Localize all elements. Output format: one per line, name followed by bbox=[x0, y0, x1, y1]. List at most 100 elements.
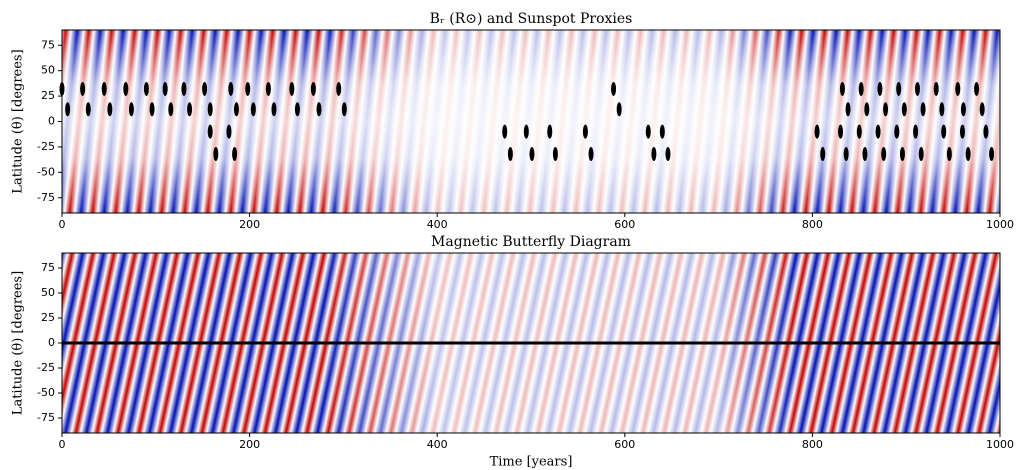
sunspot-point bbox=[939, 102, 945, 117]
equator-band bbox=[62, 341, 1000, 345]
x-tick-label: 800 bbox=[802, 438, 823, 451]
heatmap-fade bbox=[62, 30, 1000, 213]
x-tick-label: 1000 bbox=[986, 218, 1014, 231]
x-tick-label: 0 bbox=[59, 438, 66, 451]
sunspot-point bbox=[529, 147, 535, 162]
y-axis-label: Latitude (θ) [degrees] bbox=[11, 271, 26, 415]
x-tick-label: 800 bbox=[802, 218, 823, 231]
y-axis-label: Latitude (θ) [degrees] bbox=[11, 49, 26, 193]
sunspot-point bbox=[858, 81, 864, 96]
sunspot-point bbox=[168, 102, 174, 117]
x-tick-label: 1000 bbox=[986, 438, 1014, 451]
sunspot-point bbox=[894, 124, 900, 139]
sunspot-point bbox=[226, 124, 232, 139]
y-tick-label: 50 bbox=[41, 286, 55, 299]
sunspot-point bbox=[896, 81, 902, 96]
sunspot-point bbox=[877, 81, 883, 96]
sunspot-point bbox=[901, 102, 907, 117]
sunspot-point bbox=[101, 81, 107, 96]
sunspot-point bbox=[979, 102, 985, 117]
sunspot-point bbox=[507, 147, 513, 162]
sunspot-point bbox=[245, 81, 251, 96]
sunspot-point bbox=[502, 124, 508, 139]
sunspot-point bbox=[336, 81, 342, 96]
sunspot-point bbox=[181, 81, 187, 96]
sunspot-point bbox=[920, 102, 926, 117]
sunspot-point bbox=[65, 102, 71, 117]
sunspot-point bbox=[233, 102, 239, 117]
sunspot-point bbox=[989, 147, 995, 162]
sunspot-point bbox=[959, 124, 965, 139]
sunspot-point bbox=[294, 102, 300, 117]
sunspot-point bbox=[814, 124, 820, 139]
sunspot-point bbox=[913, 124, 919, 139]
sunspot-point bbox=[85, 102, 91, 117]
y-tick-label: -50 bbox=[37, 386, 55, 399]
sunspot-point bbox=[143, 81, 149, 96]
sunspot-point bbox=[250, 102, 256, 117]
sunspot-point bbox=[659, 124, 665, 139]
x-tick-label: 600 bbox=[614, 438, 635, 451]
sunspot-point bbox=[582, 124, 588, 139]
sunspot-point bbox=[862, 147, 868, 162]
sunspot-point bbox=[965, 147, 971, 162]
sunspot-point bbox=[123, 81, 129, 96]
y-tick-label: -75 bbox=[37, 191, 55, 204]
x-tick-label: 200 bbox=[239, 218, 260, 231]
y-tick-label: -50 bbox=[37, 165, 55, 178]
sunspot-point bbox=[645, 124, 651, 139]
sunspot-point bbox=[588, 147, 594, 162]
sunspot-point bbox=[651, 147, 657, 162]
sunspot-point bbox=[883, 102, 889, 117]
sunspot-point bbox=[941, 124, 947, 139]
sunspot-point bbox=[881, 147, 887, 162]
sunspot-point bbox=[265, 81, 271, 96]
sunspot-point bbox=[80, 81, 86, 96]
sunspot-point bbox=[843, 147, 849, 162]
y-tick-label: -25 bbox=[37, 140, 55, 153]
sunspot-point bbox=[271, 102, 277, 117]
sunspot-point bbox=[864, 102, 870, 117]
sunspot-point bbox=[960, 102, 966, 117]
x-tick-label: 600 bbox=[614, 218, 635, 231]
sunspot-point bbox=[838, 124, 844, 139]
sunspot-point bbox=[665, 147, 671, 162]
x-tick-label: 400 bbox=[427, 438, 448, 451]
sunspot-point bbox=[341, 102, 347, 117]
sunspot-point bbox=[162, 81, 168, 96]
chart-title: Magnetic Butterfly Diagram bbox=[431, 234, 631, 250]
sunspot-point bbox=[228, 81, 234, 96]
x-axis-label: Time [years] bbox=[490, 455, 573, 470]
y-tick-label: 75 bbox=[41, 261, 55, 274]
sunspot-point bbox=[839, 81, 845, 96]
y-tick-label: 0 bbox=[48, 336, 55, 349]
sunspot-point bbox=[933, 81, 939, 96]
sunspot-point bbox=[207, 102, 213, 117]
sunspot-point bbox=[289, 81, 295, 96]
sunspot-point bbox=[616, 102, 622, 117]
sunspot-point bbox=[552, 147, 558, 162]
y-tick-label: 0 bbox=[48, 115, 55, 128]
sunspot-point bbox=[149, 102, 155, 117]
chart-title: Bᵣ (R⊙) and Sunspot Proxies bbox=[430, 11, 633, 27]
sunspot-point bbox=[316, 102, 322, 117]
x-tick-label: 400 bbox=[427, 218, 448, 231]
y-tick-label: 25 bbox=[41, 89, 55, 102]
y-tick-label: 75 bbox=[41, 38, 55, 51]
sunspot-point bbox=[187, 102, 193, 117]
sunspot-point bbox=[875, 124, 881, 139]
x-tick-label: 0 bbox=[59, 218, 66, 231]
sunspot-point bbox=[955, 81, 961, 96]
sunspot-point bbox=[107, 102, 113, 117]
y-tick-label: -75 bbox=[37, 411, 55, 424]
sunspot-point bbox=[974, 81, 980, 96]
sunspot-point bbox=[202, 81, 208, 96]
sunspot-point bbox=[899, 147, 905, 162]
sunspot-point bbox=[611, 81, 617, 96]
sunspot-point bbox=[820, 147, 826, 162]
y-tick-label: 25 bbox=[41, 311, 55, 324]
sunspot-point bbox=[914, 81, 920, 96]
sunspot-point bbox=[856, 124, 862, 139]
